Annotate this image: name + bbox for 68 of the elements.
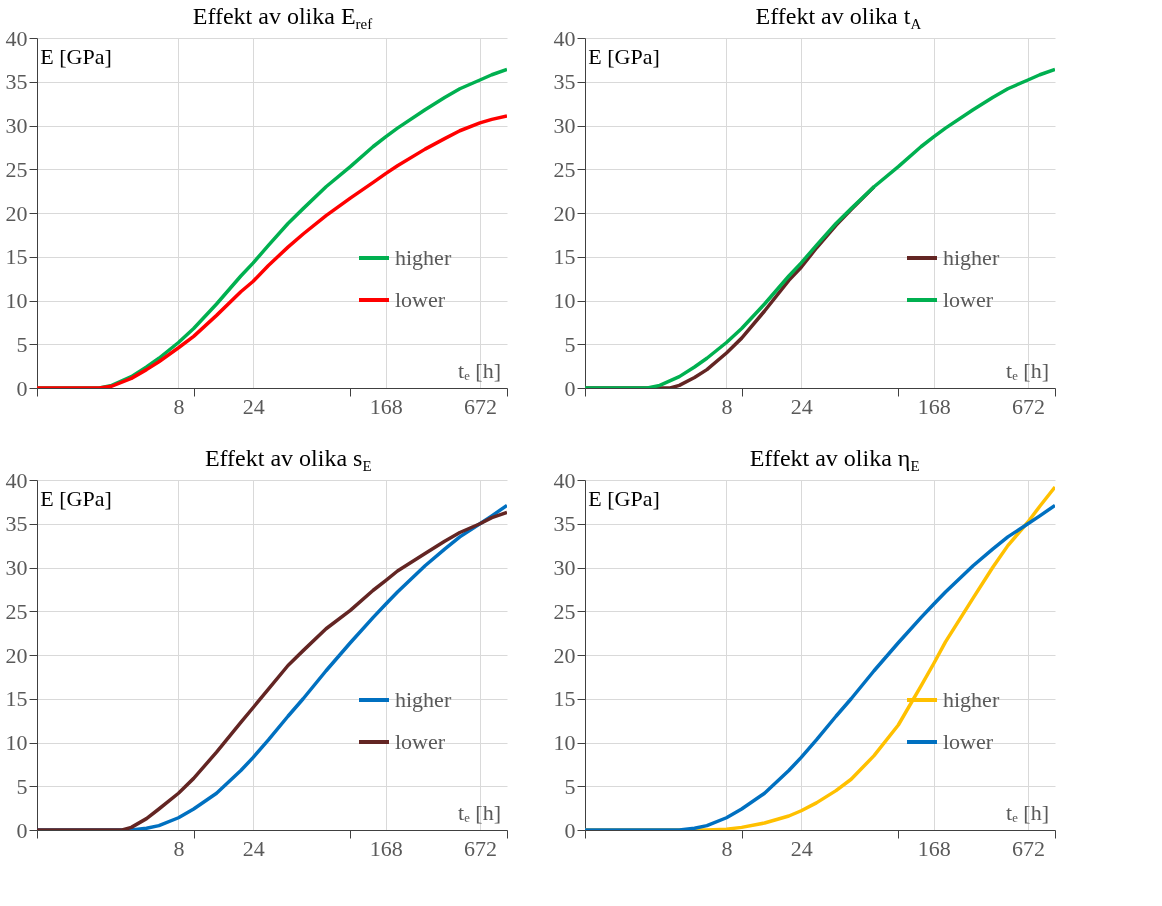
y-tick-label: 10 [553,288,576,313]
x-tick-label: 24 [790,835,813,861]
y-tick-label: 35 [5,69,28,95]
x-tick-label: 24 [790,393,813,419]
y-tick-label: 30 [5,113,28,138]
y-axis-title: E [GPa] [40,486,112,511]
legend-label: lower [395,287,446,312]
x-axis-title: tₑ [h] [1006,800,1049,825]
y-tick-label: 30 [553,555,576,580]
x-tick-label: 168 [917,393,951,419]
y-tick-label: 15 [5,686,28,712]
y-tick-label: 15 [553,686,576,712]
x-tick-label: 672 [463,835,497,861]
x-tick-label: 168 [369,393,403,419]
y-tick-label: 10 [553,730,576,755]
y-tick-label: 40 [553,25,576,51]
y-tick-label: 35 [553,511,576,537]
y-tick-label: 25 [5,598,28,624]
y-tick-label: 25 [553,156,576,182]
legend-label: lower [395,729,446,754]
y-tick-label: 20 [553,200,576,226]
legend-label: lower [943,729,994,754]
y-tick-label: 25 [5,156,28,182]
x-axis-title: tₑ [h] [458,358,501,383]
y-tick-label: 20 [553,642,576,668]
y-tick-label: 40 [5,25,28,51]
y-tick-label: 30 [553,113,576,138]
x-tick-label: 672 [1011,393,1045,419]
y-tick-label: 5 [16,773,28,799]
legend-label: lower [943,287,994,312]
x-tick-label: 672 [1011,835,1045,861]
x-tick-label: 672 [463,393,497,419]
y-tick-label: 40 [5,467,28,493]
y-tick-label: 15 [5,244,28,270]
y-tick-label: 0 [16,375,28,401]
x-tick-label: 8 [173,835,185,861]
y-tick-label: 10 [5,730,28,755]
y-tick-label: 0 [564,375,576,401]
y-axis-title: E [GPa] [588,44,660,69]
legend-label: higher [943,245,1000,270]
x-tick-label: 8 [721,835,733,861]
y-tick-label: 20 [5,642,28,668]
x-tick-label: 24 [242,393,265,419]
legend-label: higher [395,245,452,270]
y-tick-label: 30 [5,555,28,580]
y-tick-label: 5 [564,331,576,357]
y-tick-label: 35 [553,69,576,95]
legend-label: higher [943,687,1000,712]
y-tick-label: 15 [553,244,576,270]
x-axis-title: tₑ [h] [458,800,501,825]
y-tick-label: 5 [16,331,28,357]
y-tick-label: 0 [16,817,28,843]
y-tick-label: 10 [5,288,28,313]
y-tick-label: 35 [5,511,28,537]
y-axis-title: E [GPa] [588,486,660,511]
legend-label: higher [395,687,452,712]
y-tick-label: 20 [5,200,28,226]
y-axis-title: E [GPa] [40,44,112,69]
y-tick-label: 0 [564,817,576,843]
x-axis-title: tₑ [h] [1006,358,1049,383]
y-tick-label: 40 [553,467,576,493]
y-tick-label: 5 [564,773,576,799]
x-tick-label: 24 [242,835,265,861]
y-tick-label: 25 [553,598,576,624]
x-tick-label: 8 [721,393,733,419]
x-tick-label: 8 [173,393,185,419]
x-tick-label: 168 [917,835,951,861]
x-tick-label: 168 [369,835,403,861]
